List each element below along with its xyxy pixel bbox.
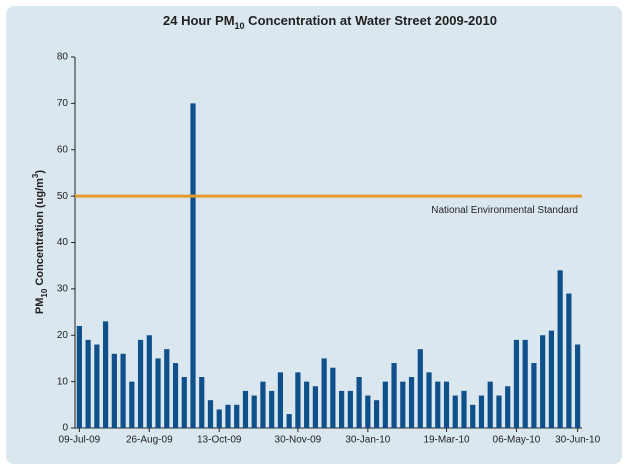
bar bbox=[540, 335, 546, 428]
y-tick-label: 80 bbox=[57, 52, 69, 63]
bar bbox=[478, 395, 485, 428]
bar bbox=[400, 381, 406, 428]
bar bbox=[461, 390, 467, 428]
chart-title: 24 Hour PM10 Concentration at Water Stre… bbox=[163, 13, 497, 31]
x-tick-label: 13-Oct-09 bbox=[197, 435, 242, 446]
bar bbox=[155, 358, 161, 428]
bar bbox=[172, 363, 179, 428]
bar bbox=[146, 335, 152, 428]
x-tick-label: 30-Nov-09 bbox=[275, 435, 322, 446]
bar bbox=[242, 390, 249, 428]
bar bbox=[260, 381, 266, 428]
bar bbox=[321, 358, 327, 428]
bar bbox=[76, 325, 82, 428]
bar bbox=[408, 376, 415, 428]
title-sub: 10 bbox=[235, 21, 245, 31]
y-tick-label: 40 bbox=[57, 237, 69, 248]
panel bbox=[6, 6, 622, 464]
bar bbox=[129, 381, 135, 428]
bar bbox=[505, 386, 511, 428]
bar bbox=[373, 400, 380, 428]
bar bbox=[120, 353, 126, 428]
bar bbox=[575, 344, 581, 428]
bar bbox=[487, 381, 493, 428]
ylabel-part: ) bbox=[34, 170, 46, 174]
bar bbox=[531, 363, 537, 428]
bar bbox=[513, 339, 520, 428]
bar bbox=[234, 404, 240, 428]
x-tick-label: 30-Jan-10 bbox=[345, 435, 390, 446]
y-tick-label: 60 bbox=[57, 144, 69, 155]
bar bbox=[85, 339, 91, 428]
y-tick-label: 20 bbox=[57, 330, 69, 341]
bar bbox=[181, 376, 187, 428]
title-part: Concentration at Water Street 2009-2010 bbox=[245, 13, 497, 28]
bar bbox=[496, 395, 502, 428]
y-axis-label: PM10 Concentration (ug/m3) bbox=[31, 170, 49, 314]
bar bbox=[339, 390, 345, 428]
ylabel-sup: 3 bbox=[31, 173, 40, 178]
bar bbox=[435, 381, 441, 428]
reference-label: National Environmental Standard bbox=[431, 205, 578, 216]
bar bbox=[207, 400, 214, 428]
bar bbox=[269, 390, 275, 428]
x-tick-label: 06-May-10 bbox=[493, 435, 541, 446]
ylabel-part: Concentration (ug/m bbox=[34, 178, 46, 289]
bar bbox=[417, 349, 423, 428]
x-tick-label: 30-Jun-10 bbox=[555, 435, 600, 446]
bar bbox=[216, 409, 222, 428]
y-tick-label: 70 bbox=[57, 98, 69, 109]
bar bbox=[312, 386, 318, 428]
bar bbox=[286, 414, 292, 428]
bar bbox=[102, 321, 109, 428]
x-tick-label: 19-Mar-10 bbox=[423, 435, 470, 446]
bar bbox=[295, 372, 301, 428]
bar bbox=[225, 404, 231, 428]
y-tick-label: 0 bbox=[62, 423, 68, 434]
bar bbox=[382, 381, 388, 428]
bar bbox=[111, 353, 117, 428]
bar bbox=[522, 339, 528, 428]
bar bbox=[251, 395, 257, 428]
y-tick-label: 30 bbox=[57, 284, 69, 295]
bar bbox=[330, 367, 336, 428]
bar bbox=[443, 381, 450, 428]
bar bbox=[347, 390, 353, 428]
ylabel-sub: 10 bbox=[40, 288, 49, 297]
y-tick-label: 50 bbox=[57, 191, 69, 202]
bar bbox=[356, 376, 362, 428]
bar bbox=[199, 376, 205, 428]
bar bbox=[566, 293, 572, 428]
bar bbox=[190, 103, 196, 428]
bar bbox=[470, 404, 476, 428]
bar bbox=[426, 372, 432, 428]
bar bbox=[164, 349, 170, 428]
y-tick-label: 10 bbox=[57, 376, 69, 387]
bar bbox=[304, 381, 310, 428]
bar bbox=[452, 395, 458, 428]
ylabel-part: PM bbox=[34, 298, 46, 315]
bar bbox=[548, 330, 555, 428]
bar bbox=[391, 363, 397, 428]
bar bbox=[137, 339, 144, 428]
bar bbox=[557, 270, 563, 428]
bar bbox=[365, 395, 371, 428]
bar bbox=[94, 344, 100, 428]
bar bbox=[277, 372, 284, 428]
x-tick-label: 26-Aug-09 bbox=[126, 435, 173, 446]
x-tick-label: 09-Jul-09 bbox=[59, 435, 101, 446]
title-part: 24 Hour PM bbox=[163, 13, 235, 28]
